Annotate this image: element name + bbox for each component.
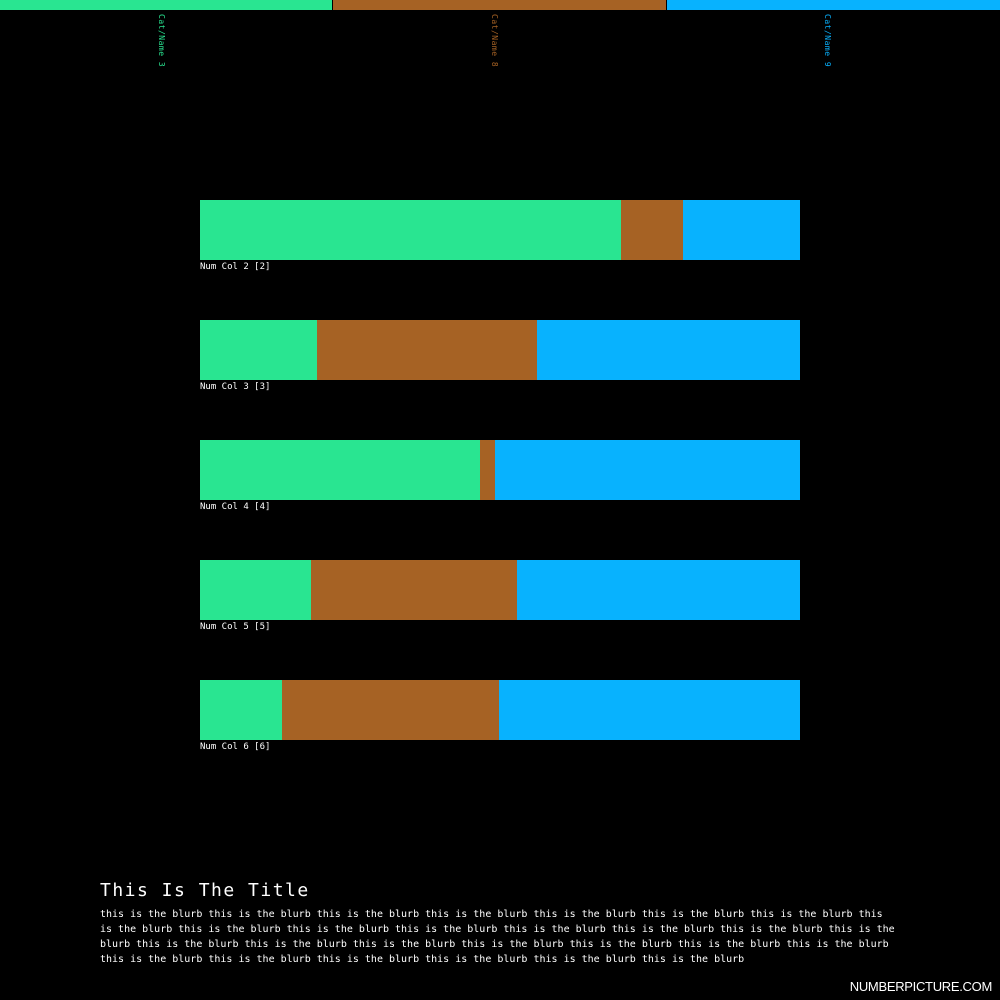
bar-segment[interactable] [480,440,496,500]
bar-segment[interactable] [282,680,500,740]
bar-segment[interactable] [537,320,800,380]
legend-swatch [0,0,333,10]
bar-track [200,560,800,620]
bar-row: Num Col 6 [6] [200,680,800,760]
chart-blurb: this is the blurb this is the blurb this… [100,909,895,965]
brand-logo-text[interactable]: NUMBERPICTURE.COM [849,979,993,994]
title-block: This Is The Title this is the blurb this… [100,880,900,967]
stacked-bar-chart: Num Col 2 [2] Num Col 3 [3] Num Col 4 [4] N… [200,200,800,760]
legend-swatch [333,0,666,10]
bar-row: Num Col 3 [3] [200,320,800,400]
bar-category-label: Num Col 2 [2] [200,262,271,272]
bar-segment[interactable] [516,560,800,620]
bar-segment[interactable] [200,560,311,620]
bar-track [200,320,800,380]
legend-label: Cat/Name 9 [823,14,833,68]
bar-segment[interactable] [621,200,683,260]
bar-track [200,440,800,500]
legend [0,0,1000,10]
bar-segment[interactable] [200,200,622,260]
bar-category-label: Num Col 3 [3] [200,382,271,392]
bar-segment[interactable] [683,200,800,260]
chart-title: This Is The Title [100,880,310,901]
legend-label: Cat/Name 8 [490,14,499,68]
bar-track [200,200,800,260]
bar-segment[interactable] [311,560,517,620]
bar-segment[interactable] [499,680,800,740]
bar-category-label: Num Col 5 [5] [200,622,271,632]
bar-segment[interactable] [200,440,481,500]
bar-segment[interactable] [495,440,800,500]
bar-category-label: Num Col 6 [6] [200,742,271,752]
legend-swatch [666,0,1000,10]
bar-segment[interactable] [200,320,317,380]
bar-category-label: Num Col 4 [4] [200,502,271,512]
legend-label: Cat/Name 3 [156,14,166,68]
bar-segment[interactable] [317,320,538,380]
bar-segment[interactable] [200,680,283,740]
bar-row: Num Col 5 [5] [200,560,800,640]
bar-row: Num Col 4 [4] [200,440,800,520]
bar-track [200,680,800,740]
bar-row: Num Col 2 [2] [200,200,800,280]
